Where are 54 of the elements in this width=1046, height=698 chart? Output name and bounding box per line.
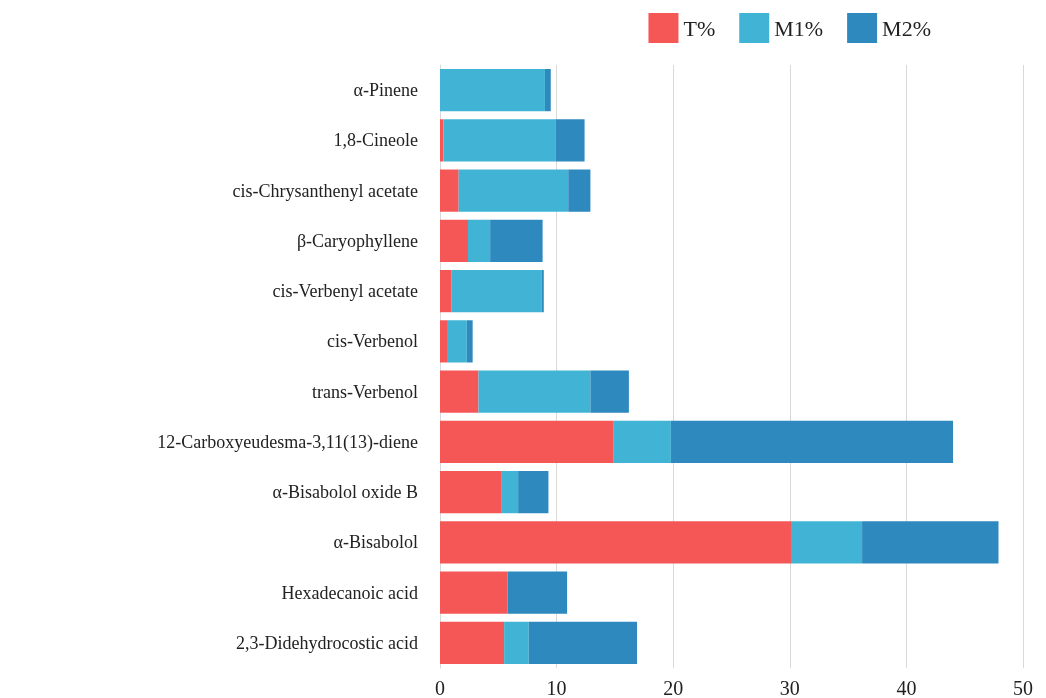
bar — [440, 69, 545, 112]
y-tick-label: 12-Carboxyeudesma-3,11(13)-diene — [157, 431, 419, 453]
bar — [440, 320, 447, 363]
y-tick-label: cis-Verbenol — [327, 331, 418, 352]
bar — [670, 420, 954, 463]
y-tick-label: 1,8-Cineole — [333, 130, 419, 151]
bar — [467, 219, 491, 262]
bar — [544, 69, 551, 112]
bar — [440, 370, 479, 413]
bar — [440, 621, 505, 664]
bar — [440, 471, 502, 514]
y-tick-label: 2,3-Didehydrocostic acid — [236, 632, 418, 653]
legend-label: T% — [683, 15, 716, 41]
bar — [466, 320, 473, 363]
bar — [440, 571, 508, 614]
bar — [440, 270, 452, 313]
bar — [504, 621, 529, 664]
bar — [440, 169, 459, 212]
bar — [518, 471, 549, 514]
bar — [568, 169, 591, 212]
x-tick-label: 0 — [435, 677, 445, 698]
y-tick-label: α-Bisabolol oxide B — [272, 482, 418, 503]
bar — [790, 521, 863, 564]
x-tick-label: 40 — [896, 677, 917, 698]
bar — [501, 471, 519, 514]
bar — [447, 320, 467, 363]
bar — [440, 521, 791, 564]
bar — [458, 169, 569, 212]
bar — [528, 621, 638, 664]
x-tick-label: 50 — [1013, 677, 1033, 698]
y-tick-label: cis-Verbenyl acetate — [272, 281, 418, 302]
bar — [613, 420, 671, 463]
bar — [541, 270, 544, 313]
bar — [590, 370, 629, 413]
x-tick-label: 30 — [779, 677, 800, 698]
x-tick-label: 20 — [663, 677, 684, 698]
bar — [440, 420, 614, 463]
legend-label: M1% — [774, 15, 824, 41]
y-tick-label: α-Bisabolol — [333, 532, 418, 553]
bar — [507, 571, 568, 614]
bar — [440, 219, 468, 262]
bar — [490, 219, 543, 262]
bar — [478, 370, 591, 413]
legend-label: M2% — [882, 15, 931, 41]
y-tick-label: α-Pinene — [353, 80, 418, 101]
y-tick-label: trans-Verbenol — [312, 381, 418, 402]
y-tick-label: Hexadecanoic acid — [281, 582, 418, 603]
bar — [443, 119, 556, 162]
bar — [451, 270, 542, 313]
y-tick-label: β-Caryophyllene — [296, 230, 419, 251]
bar — [862, 521, 999, 564]
bar — [555, 119, 585, 162]
y-tick-label: cis-Chrysanthenyl acetate — [232, 180, 418, 201]
x-tick-label: 10 — [546, 677, 567, 698]
